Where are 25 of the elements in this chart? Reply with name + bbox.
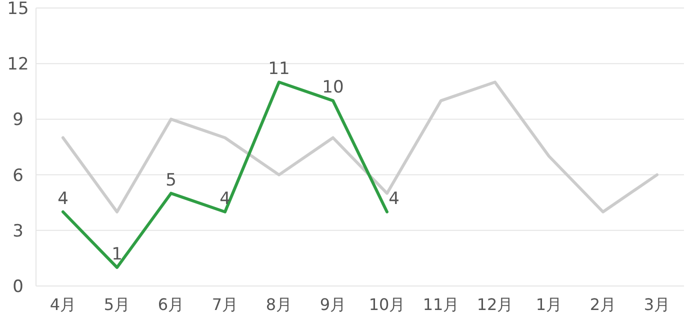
ytick: 6 — [12, 166, 24, 186]
label: 4 — [388, 188, 400, 209]
xtick: 5月 — [104, 295, 130, 314]
label: 4 — [58, 188, 68, 209]
xtick: 3月 — [644, 295, 670, 314]
ytick: 15 — [7, 0, 29, 19]
label: 1 — [112, 244, 122, 264]
ytick: 0 — [12, 277, 24, 297]
ytick: 9 — [12, 110, 24, 130]
ytick: 12 — [7, 54, 29, 75]
xtick: 4月 — [50, 295, 76, 314]
xtick: 1月 — [536, 295, 562, 314]
xtick: 12月 — [476, 295, 514, 314]
xtick: 7月 — [212, 295, 238, 314]
xtick: 2月 — [590, 295, 616, 314]
label: 10 — [322, 78, 344, 98]
xtick: 6月 — [158, 295, 184, 314]
ytick: 3 — [12, 221, 24, 242]
xtick: 10月 — [368, 295, 406, 314]
xtick: 8月 — [266, 295, 292, 314]
label: 4 — [220, 188, 230, 209]
label: 11 — [268, 59, 290, 80]
xtick: 9月 — [320, 295, 346, 314]
xtick: 11月 — [422, 295, 460, 314]
label: 5 — [166, 170, 176, 190]
